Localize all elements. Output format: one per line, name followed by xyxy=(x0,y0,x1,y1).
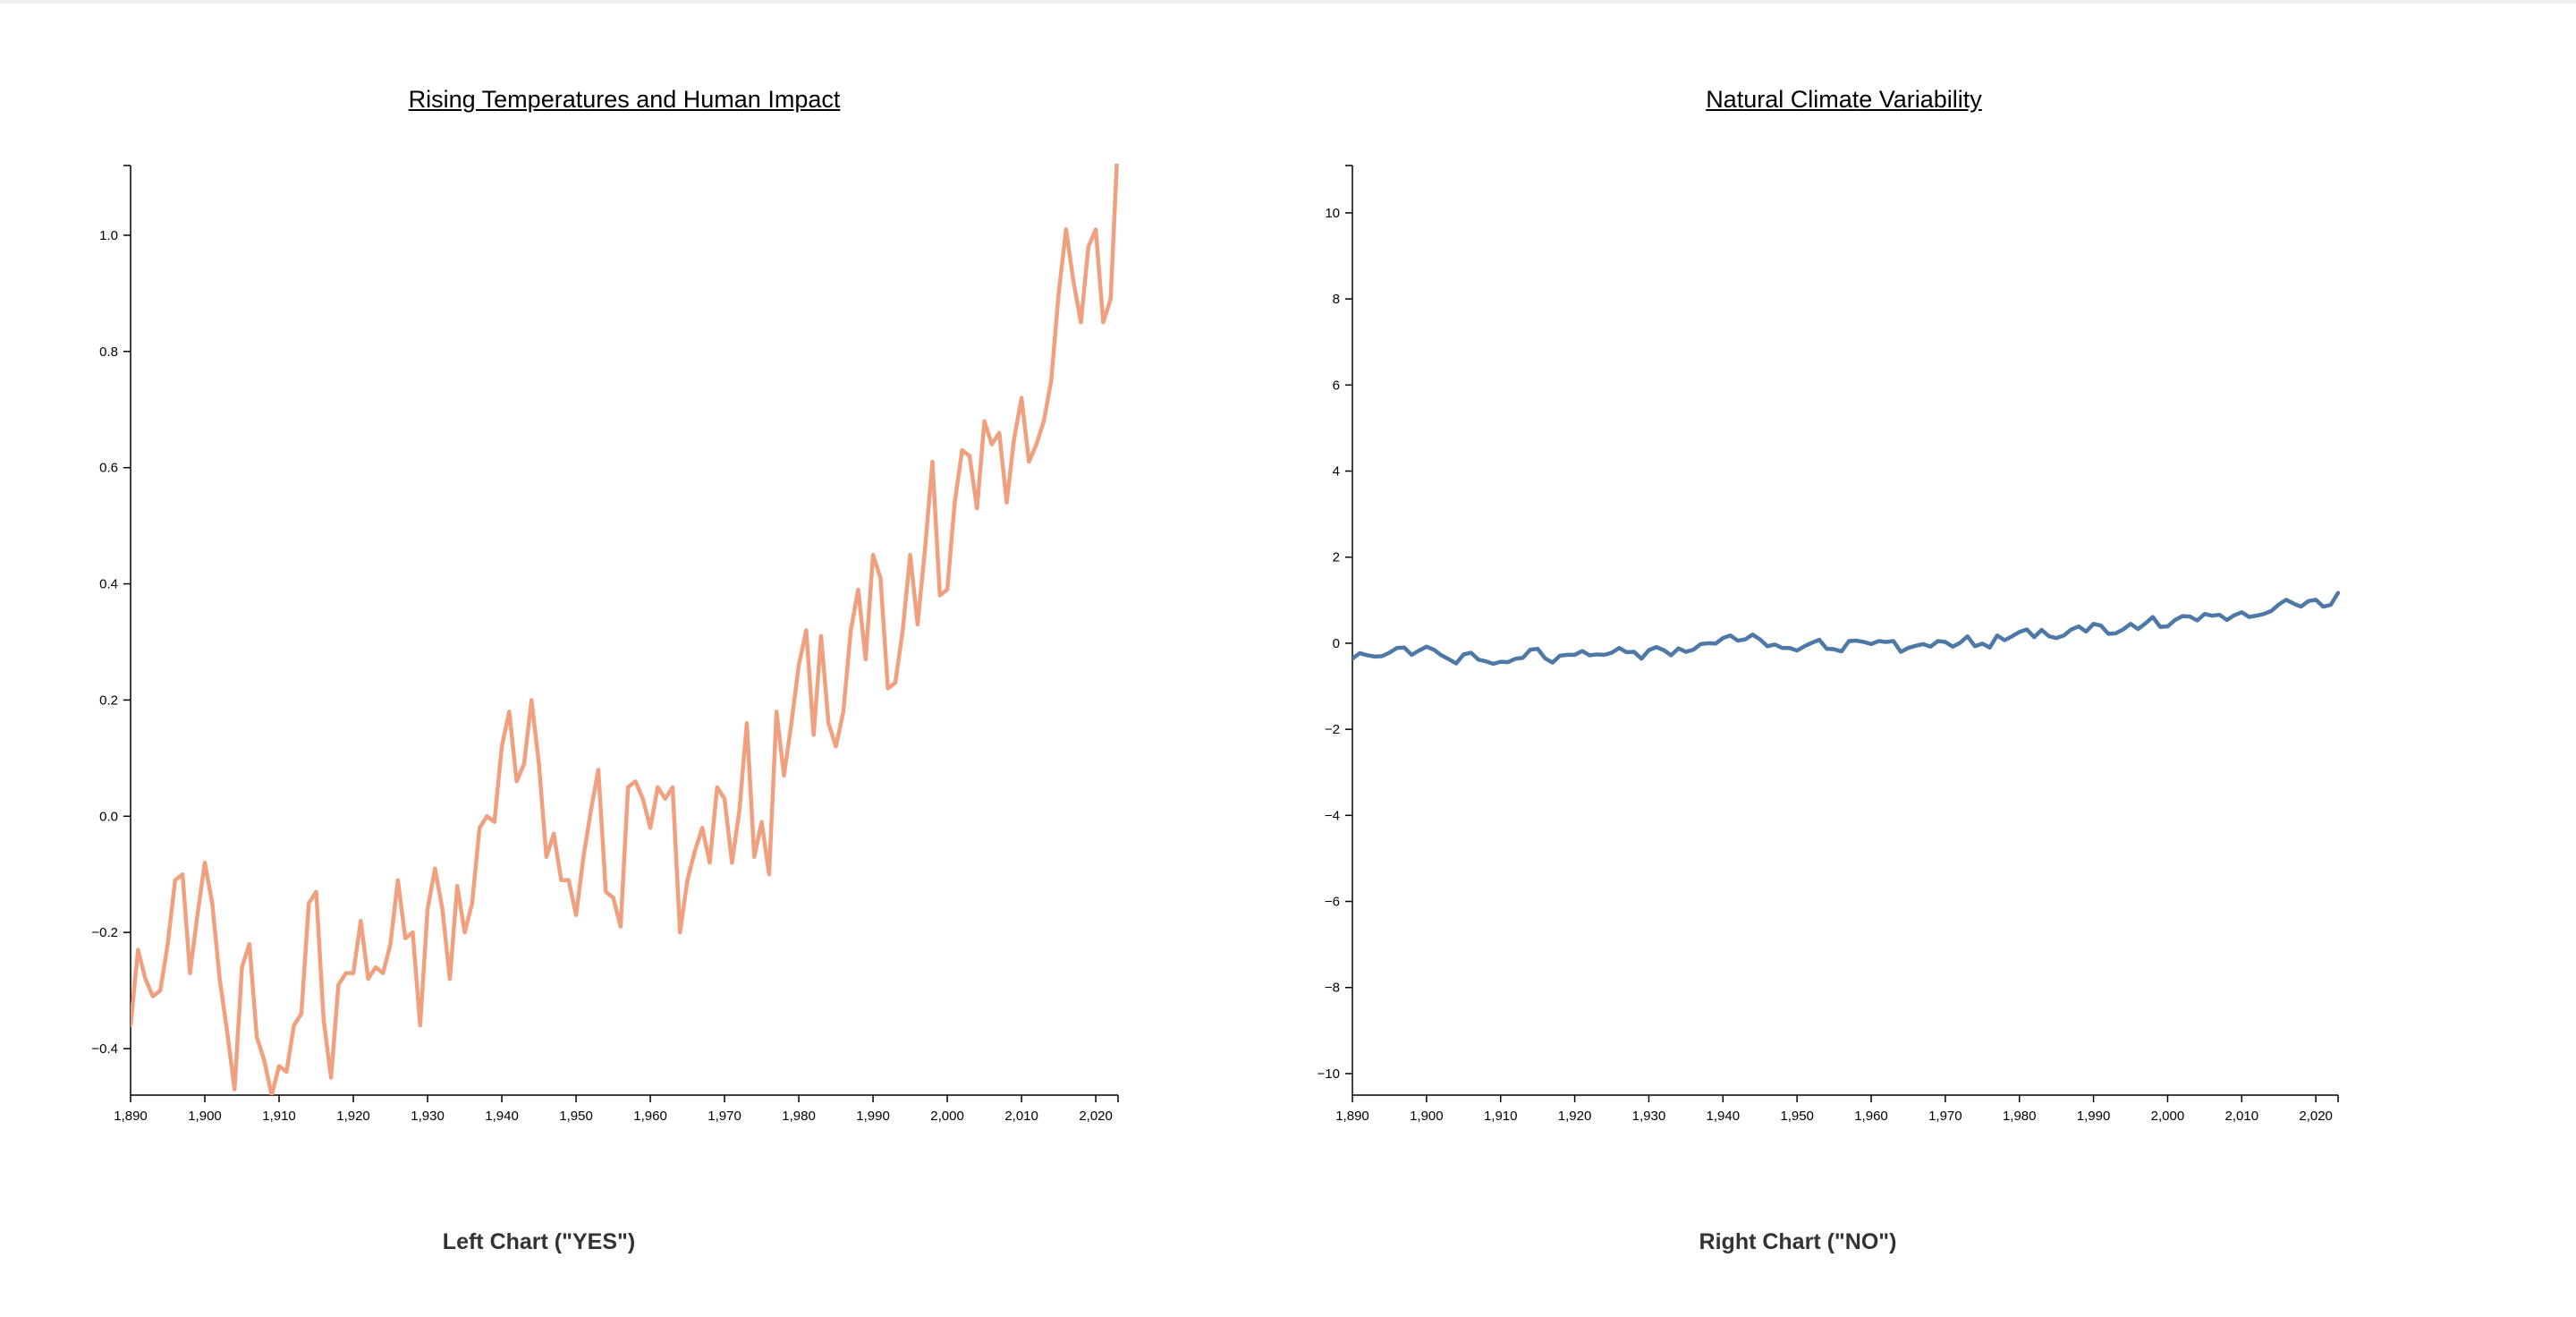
right-x-tick-label: 1,980 xyxy=(2003,1109,2037,1124)
right-y-tick-label: −8 xyxy=(1325,981,1340,996)
right-x-tick-label: 2,010 xyxy=(2225,1109,2259,1124)
left-y-tick-label: 1.0 xyxy=(99,228,118,243)
right-x-tick-label: 1,950 xyxy=(1780,1109,1814,1124)
left-x-tick-label: 2,020 xyxy=(1079,1109,1113,1124)
left-y-tick-label: 0.4 xyxy=(99,577,118,592)
left-x-tick-label: 1,940 xyxy=(485,1109,519,1124)
right-x-tick-label: 1,990 xyxy=(2077,1109,2111,1124)
right-x-tick-label: 1,930 xyxy=(1632,1109,1666,1124)
left-chart-caption: Left Chart ("YES") xyxy=(442,1229,636,1254)
right-y-tick-label: 6 xyxy=(1333,378,1340,393)
right-x-tick-label: 1,940 xyxy=(1707,1109,1741,1124)
left-y-tick-label: 0.8 xyxy=(99,344,118,360)
right-x-tick-label: 1,960 xyxy=(1854,1109,1888,1124)
left-y-tick-label: 0.6 xyxy=(99,461,118,476)
right-y-tick-label: −10 xyxy=(1318,1066,1340,1082)
right-x-tick-label: 2,020 xyxy=(2299,1109,2333,1124)
left-y-tick-label: −0.2 xyxy=(91,925,118,940)
right-y-tick-label: 8 xyxy=(1333,292,1340,307)
left-axes: −0.4 −0.2 0.0 0.2 0.4 0.6 0.8 1.0 1,890 1,900 1,91… xyxy=(91,165,1119,1124)
left-x-tick-label: 1,950 xyxy=(559,1109,593,1124)
left-x-tick-label: 1,920 xyxy=(336,1109,370,1124)
left-x-tick-label: 1,930 xyxy=(411,1109,445,1124)
left-x-tick-label: 1,900 xyxy=(188,1109,222,1124)
left-x-tick-label: 1,970 xyxy=(708,1109,741,1124)
right-axes: −10 −8 −6 −4 −2 0 2 4 6 8 10 1,890 1,900 1,910 1,920 1,… xyxy=(1318,165,2339,1124)
right-y-tick-label: −6 xyxy=(1325,895,1340,910)
right-x-tick-label: 1,900 xyxy=(1410,1109,1444,1124)
left-x-tick-label: 1,980 xyxy=(782,1109,816,1124)
right-y-tick-label: 10 xyxy=(1325,206,1340,221)
left-chart-title: Rising Temperatures and Human Impact xyxy=(408,86,841,113)
right-y-tick-label: 2 xyxy=(1333,550,1340,565)
left-y-tick-label: 0.2 xyxy=(99,692,118,708)
right-chart-panel: Natural Climate Variability −10 −8 −6 −4 −2 0… xyxy=(1288,0,2576,1317)
right-y-tick-label: 4 xyxy=(1333,464,1340,480)
right-y-tick-label: −2 xyxy=(1325,722,1340,737)
left-y-tick-label: 0.0 xyxy=(99,809,118,824)
right-series-line xyxy=(1352,591,2340,667)
right-x-tick-label: 1,970 xyxy=(1928,1109,1962,1124)
top-strip xyxy=(0,0,2576,4)
right-chart-title: Natural Climate Variability xyxy=(1706,86,1982,113)
right-y-tick-label: 0 xyxy=(1333,636,1340,651)
left-x-tick-label: 1,910 xyxy=(262,1109,296,1124)
right-y-tick-label: −4 xyxy=(1325,808,1340,823)
left-chart-svg: −0.4 −0.2 0.0 0.2 0.4 0.6 0.8 1.0 1,890 1,900 1,91… xyxy=(91,164,1119,1124)
right-x-tick-label: 2,000 xyxy=(2151,1109,2185,1124)
left-x-tick-label: 1,890 xyxy=(114,1109,148,1124)
right-x-tick-label: 1,910 xyxy=(1484,1109,1518,1124)
right-x-tick-label: 1,920 xyxy=(1558,1109,1592,1124)
right-chart-svg: −10 −8 −6 −4 −2 0 2 4 6 8 10 1,890 1,900 1,910 1,920 1,… xyxy=(1318,165,2340,1124)
left-x-tick-label: 2,010 xyxy=(1004,1109,1038,1124)
left-series-line xyxy=(131,164,1119,1095)
left-x-tick-label: 2,000 xyxy=(930,1109,964,1124)
left-chart-panel: Rising Temperatures and Human Impact −0.… xyxy=(91,86,1119,1254)
right-x-tick-label: 1,890 xyxy=(1335,1109,1369,1124)
left-x-tick-label: 1,960 xyxy=(633,1109,667,1124)
right-chart-caption: Right Chart ("NO") xyxy=(1699,1229,1897,1254)
left-x-tick-label: 1,990 xyxy=(856,1109,890,1124)
left-y-tick-label: −0.4 xyxy=(91,1041,118,1057)
